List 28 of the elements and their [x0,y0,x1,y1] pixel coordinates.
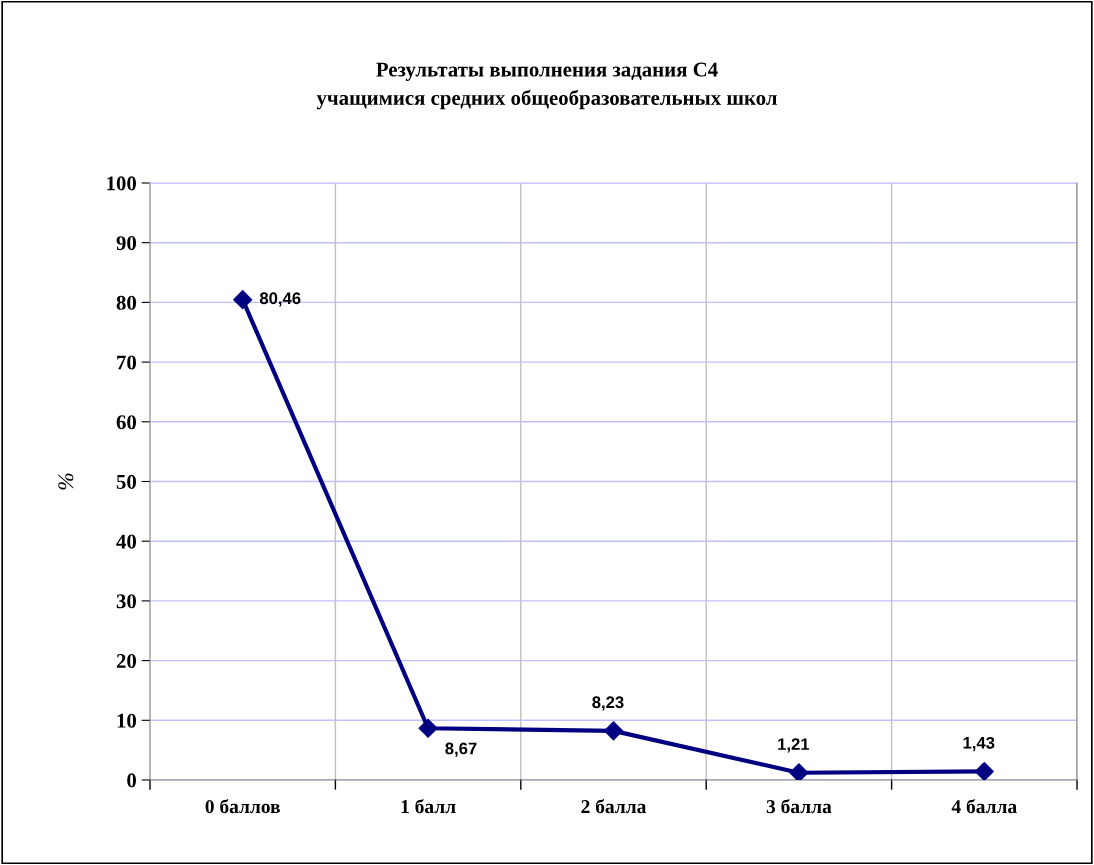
point [233,290,253,310]
data-label: 80,46 [259,292,301,307]
point [974,761,994,780]
y-tick-label: 70 [117,355,137,370]
x-tick-label: 2 балла [581,799,647,814]
y-tick-label: 50 [116,474,137,489]
x-tick-label: 3 балла [766,799,832,814]
chart-title: Результаты выполнения задания С4 учащимися средних общеобразовательных школ [316,62,777,110]
y-tick-label: 40 [116,534,137,549]
data-label: 1,21 [778,738,810,753]
data-label: 8,67 [445,742,477,757]
y-tick-label: 10 [117,713,137,728]
x-tick-label: 1 балл [401,799,456,814]
point [418,718,438,738]
x-tick-label: 4 балла [951,799,1017,814]
x-tick-label: 0 баллов [205,799,280,814]
point [789,763,809,780]
y-tick-label: 20 [116,653,137,669]
y-tick-label: 0 [127,773,137,788]
y-axis-title: % [58,473,74,490]
data-label: 1,43 [963,736,995,752]
data-label: 8,23 [592,696,624,711]
y-tick-label: 80 [116,295,137,310]
y-tick-label: 30 [116,594,137,609]
y-tick-label: 90 [116,236,137,251]
y-tick-label: 100 [107,176,137,191]
point [603,721,624,741]
y-tick-label: 60 [116,415,137,430]
